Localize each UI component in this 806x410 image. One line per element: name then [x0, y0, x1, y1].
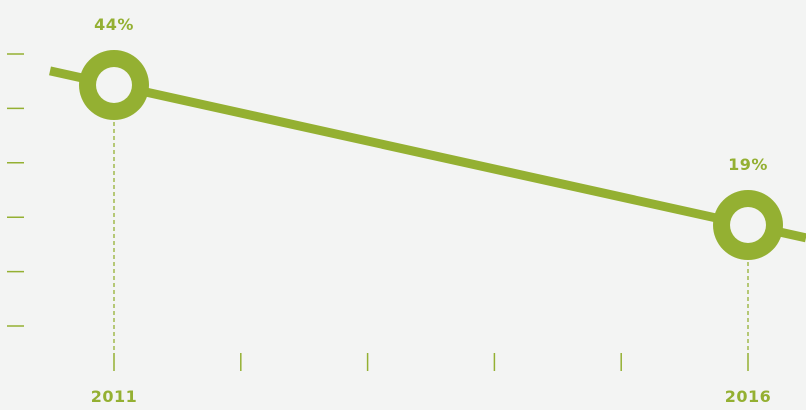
data-label: 19%	[728, 155, 768, 174]
data-point-hole	[730, 207, 766, 243]
data-point-hole	[96, 67, 132, 103]
data-label: 44%	[94, 15, 134, 34]
x-tick-label: 2016	[725, 387, 772, 406]
series-line	[49, 66, 806, 243]
x-tick-label: 2011	[91, 387, 138, 406]
